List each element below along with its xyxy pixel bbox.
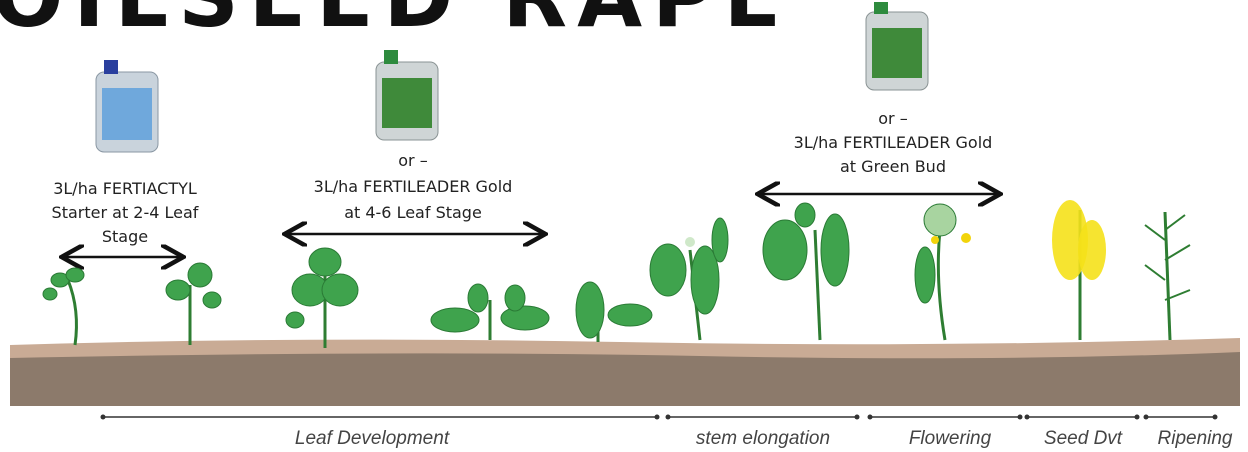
annotation: or –	[398, 151, 427, 170]
annotation: 3L/ha FERTIACTYL	[53, 179, 197, 198]
product-jug	[95, 60, 159, 153]
title: OILSEED RAPE	[0, 0, 791, 46]
plant	[1144, 211, 1191, 341]
soil	[10, 352, 1240, 406]
plant	[1052, 200, 1106, 340]
plant	[575, 281, 653, 342]
plant	[430, 283, 550, 340]
annotation: at Green Bud	[840, 157, 946, 176]
plant	[42, 267, 85, 346]
plant	[165, 262, 222, 345]
product-jug	[865, 2, 929, 91]
stage-label: Flowering	[909, 428, 992, 449]
annotation: Stage	[102, 227, 148, 246]
annotation: or –	[878, 109, 907, 128]
plant	[914, 203, 971, 341]
annotation: 3L/ha FERTILEADER Gold	[794, 133, 993, 152]
stage-label: Leaf Development	[295, 428, 450, 449]
plant	[762, 202, 850, 341]
annotation: Starter at 2-4 Leaf	[52, 203, 199, 222]
plant	[285, 247, 359, 348]
stage-label: Seed Dvt	[1044, 428, 1123, 449]
stage-label: Ripening	[1158, 428, 1233, 449]
stage-label: stem elongation	[696, 428, 830, 449]
plant	[649, 217, 729, 341]
annotation: 3L/ha FERTILEADER Gold	[314, 177, 513, 196]
product-jug	[375, 50, 439, 141]
stage-dots	[100, 414, 1218, 420]
annotation: at 4-6 Leaf Stage	[344, 203, 482, 222]
